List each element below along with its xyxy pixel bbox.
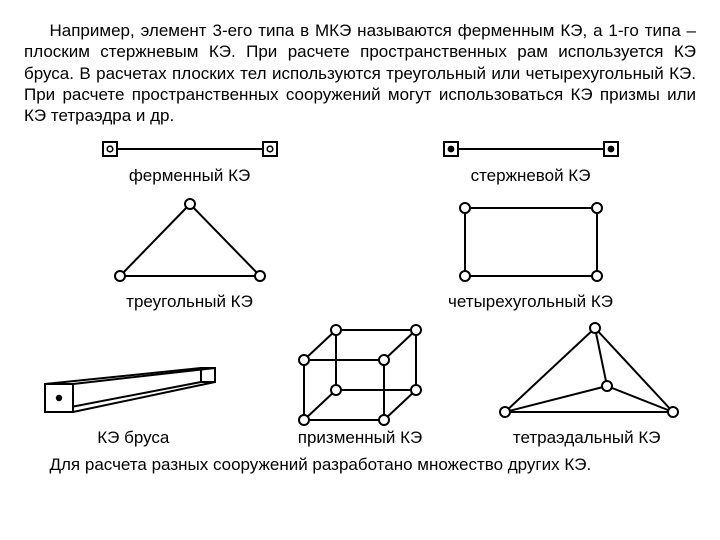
fig-tetra: тетраэдальный КЭ: [477, 316, 696, 448]
fig-beam: стержневой КЭ: [365, 134, 696, 186]
bar-svg: [33, 356, 233, 426]
quad-label: четырехугольный КЭ: [448, 292, 613, 312]
quad-svg: [431, 190, 631, 290]
prism-svg: [260, 316, 460, 426]
bar-label: КЭ бруса: [97, 428, 169, 448]
truss-svg: [90, 134, 290, 164]
fig-truss: ферменный КЭ: [24, 134, 355, 186]
figure-grid-2x2: ферменный КЭ стержневой КЭ треугольный К…: [24, 134, 696, 312]
fig-prism: призменный КЭ: [251, 316, 470, 448]
beam-label: стержневой КЭ: [471, 166, 591, 186]
tetra-label: тетраэдальный КЭ: [513, 428, 661, 448]
beam-svg: [431, 134, 631, 164]
triangle-label: треугольный КЭ: [126, 292, 253, 312]
fig-bar: КЭ бруса: [24, 316, 243, 448]
fig-quad: четырехугольный КЭ: [365, 190, 696, 312]
tetra-svg: [487, 316, 687, 426]
truss-label: ферменный КЭ: [129, 166, 250, 186]
fig-triangle: треугольный КЭ: [24, 190, 355, 312]
intro-paragraph: Например, элемент 3-его типа в МКЭ назыв…: [24, 20, 696, 126]
prism-label: призменный КЭ: [298, 428, 422, 448]
triangle-svg: [90, 190, 290, 290]
figure-grid-1x3: КЭ бруса призменный КЭ: [24, 316, 696, 448]
closing-paragraph: Для расчета разных сооружений разработан…: [24, 454, 696, 475]
